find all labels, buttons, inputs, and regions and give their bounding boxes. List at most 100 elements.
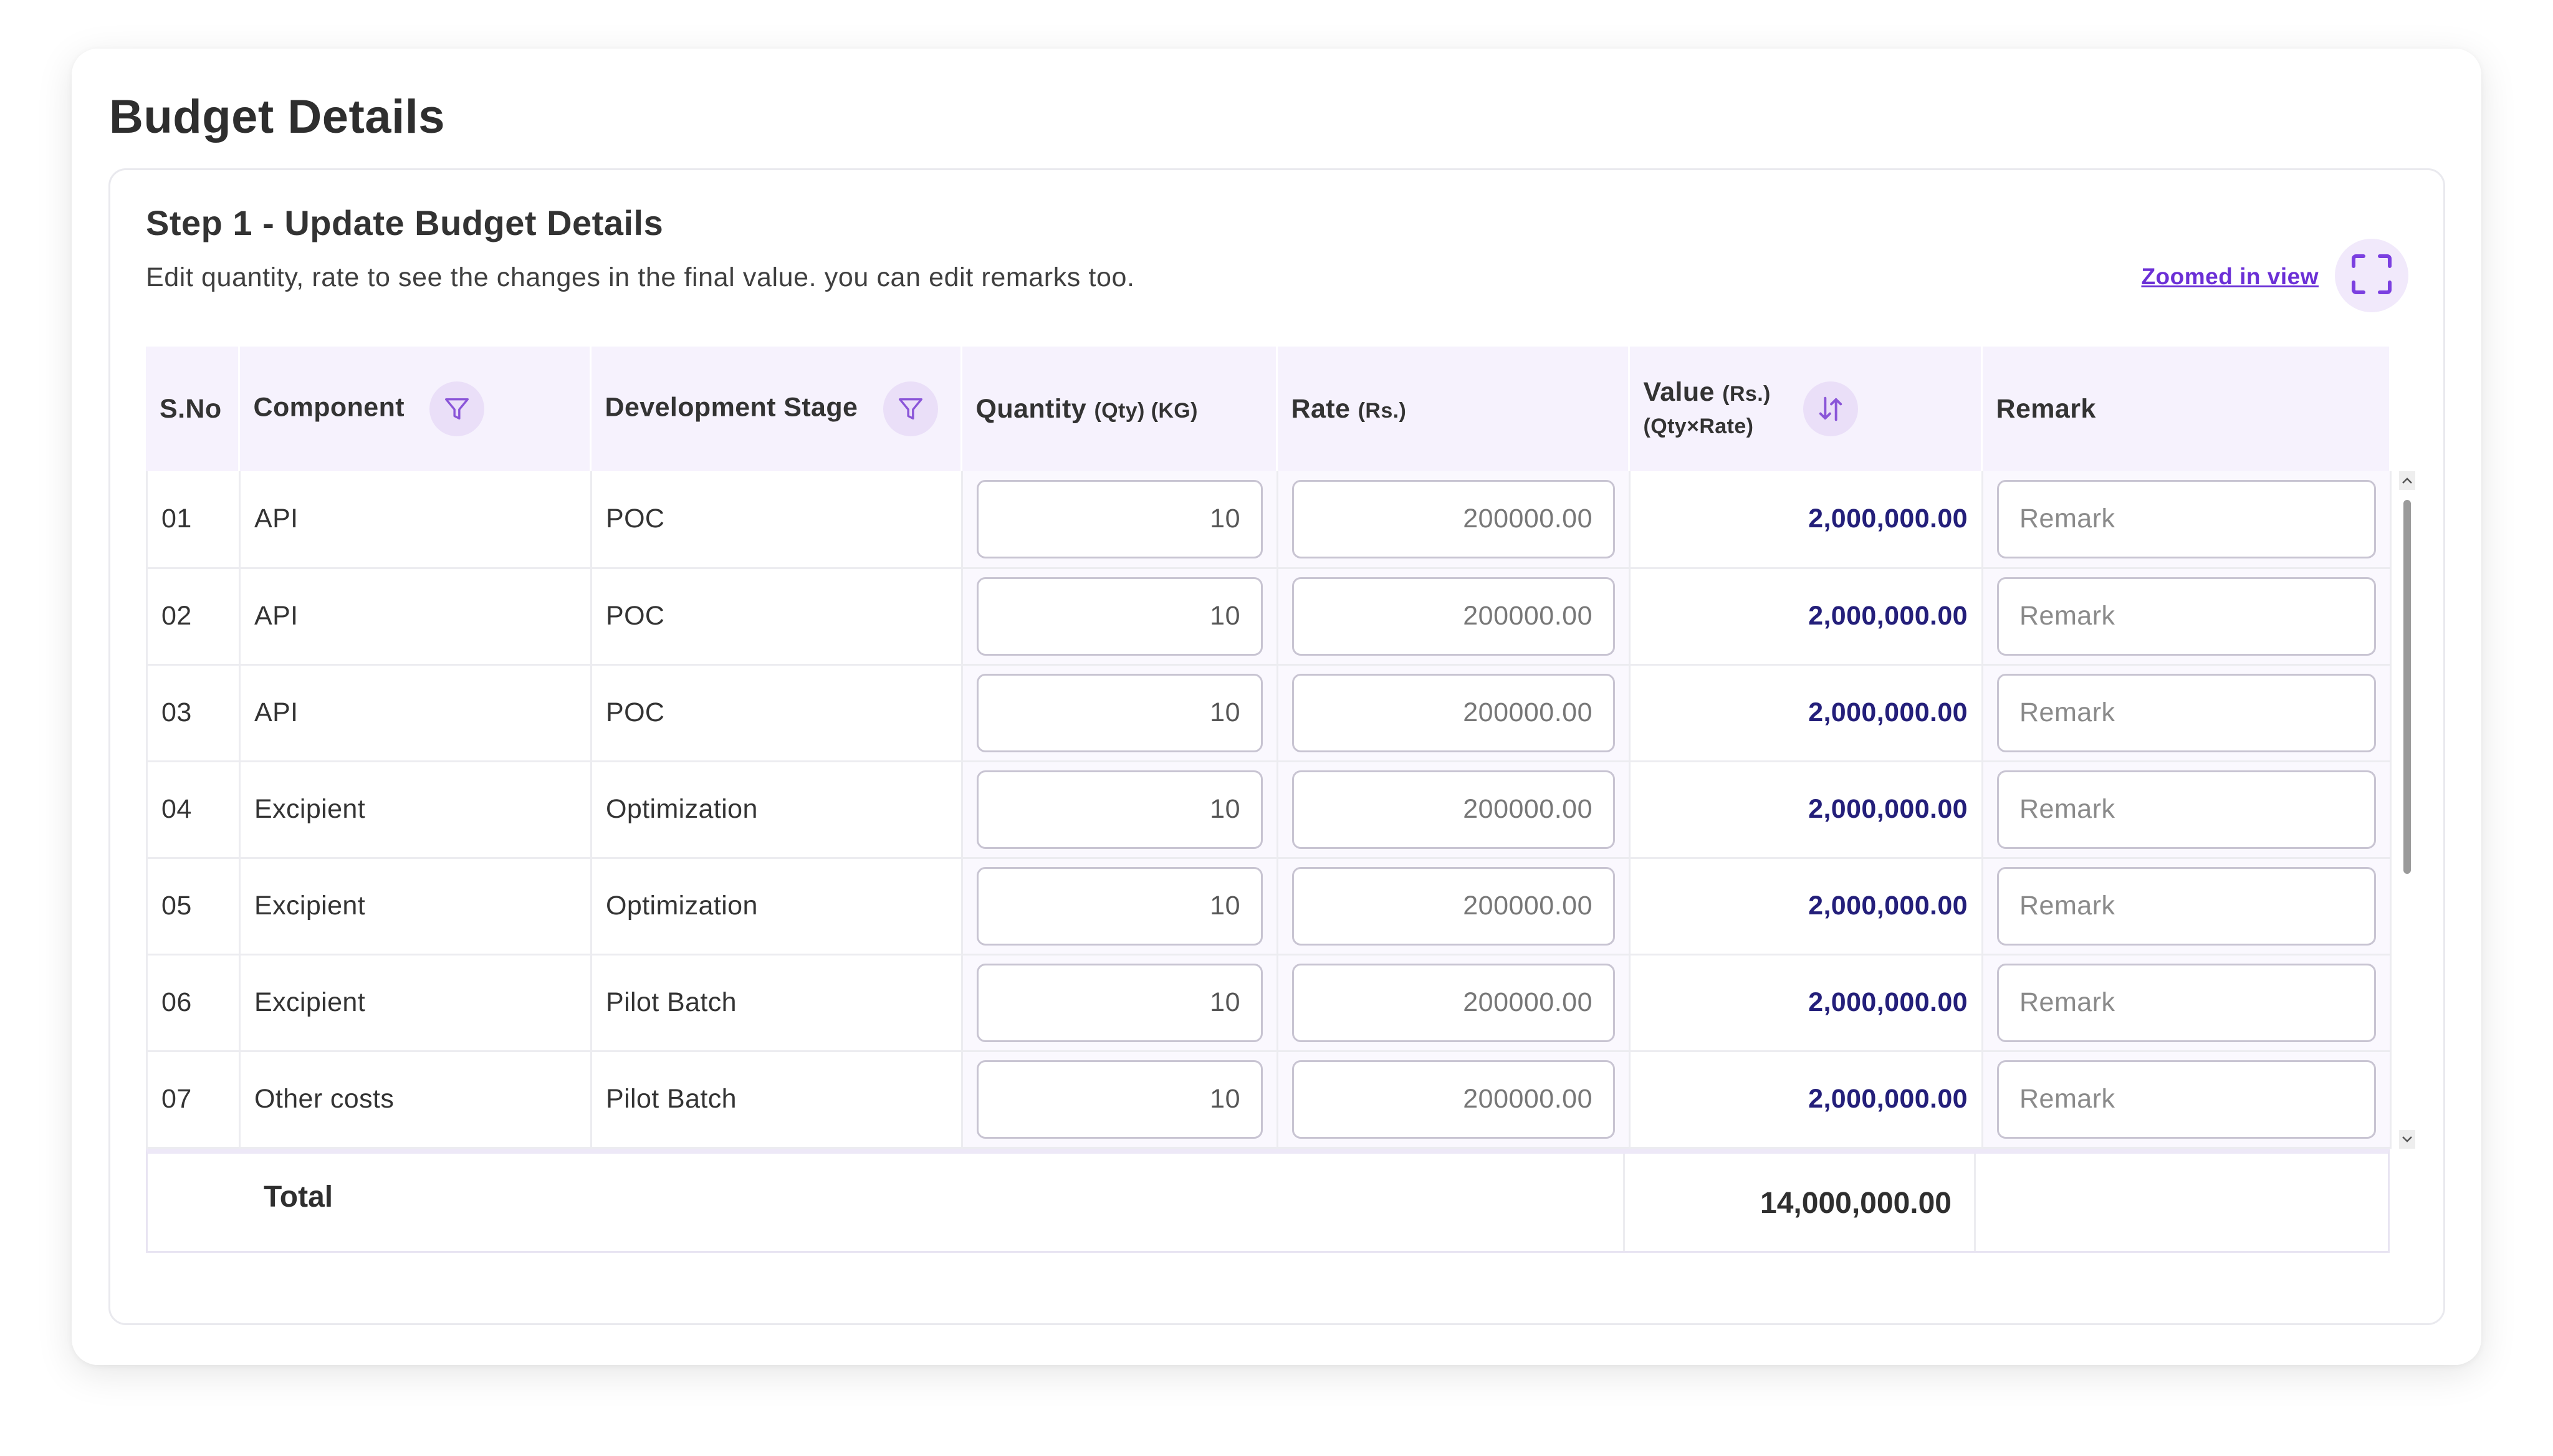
chevron-up-icon (2402, 477, 2412, 484)
quantity-input[interactable] (977, 577, 1263, 656)
value-cell: 2,000,000.00 (1629, 761, 1983, 859)
remark-input[interactable] (1997, 1060, 2376, 1139)
component-cell: Other costs (239, 1051, 592, 1149)
remark-cell (1982, 858, 2392, 956)
remark-cell (1982, 1051, 2392, 1149)
step-description: Edit quantity, rate to see the changes i… (146, 262, 1135, 292)
budget-table: S.No Component Development Stage (146, 347, 2419, 1253)
remark-input[interactable] (1997, 963, 2376, 1042)
remark-cell (1982, 568, 2392, 666)
filter-icon (445, 398, 469, 420)
remark-cell (1982, 954, 2392, 1052)
rate-input[interactable] (1292, 770, 1615, 849)
header-rate: Rate (Rs.) (1276, 347, 1630, 471)
component-cell: Excipient (239, 954, 592, 1052)
rate-cell (1277, 568, 1631, 666)
scrollbar-thumb[interactable] (2403, 500, 2411, 874)
table-row: 07 Other costs Pilot Batch 2,000,000.00 (146, 1051, 2392, 1149)
step-title: Step 1 - Update Budget Details (146, 203, 664, 242)
remark-input[interactable] (1997, 577, 2376, 656)
remark-input[interactable] (1997, 866, 2376, 946)
value-cell: 2,000,000.00 (1629, 954, 1983, 1052)
value-cell: 2,000,000.00 (1629, 568, 1983, 666)
sno-cell: 01 (146, 471, 241, 569)
chevron-down-icon (2402, 1136, 2412, 1142)
quantity-input[interactable] (977, 673, 1263, 752)
rate-input[interactable] (1292, 673, 1615, 752)
table-row: 06 Excipient Pilot Batch 2,000,000.00 (146, 954, 2392, 1052)
sno-cell: 05 (146, 858, 241, 956)
remark-cell (1982, 761, 2392, 859)
stage-cell: Optimization (591, 761, 963, 859)
scroll-down-button[interactable] (2399, 1130, 2415, 1149)
total-value: 14,000,000.00 (1760, 1187, 1952, 1220)
stage-filter-button[interactable] (883, 381, 938, 436)
table-scrollbar[interactable] (2395, 471, 2419, 1149)
rate-unit: (Rs.) (1358, 398, 1407, 423)
stage-cell: Pilot Batch (591, 1051, 963, 1149)
rate-input[interactable] (1292, 866, 1615, 946)
rate-input[interactable] (1292, 479, 1615, 558)
quantity-cell (962, 471, 1278, 569)
page-title: Budget Details (109, 90, 446, 143)
total-value-cell: 14,000,000.00 (1623, 1154, 1976, 1251)
sno-cell: 04 (146, 761, 241, 859)
stage-cell: Optimization (591, 858, 963, 956)
value-cell: 2,000,000.00 (1629, 471, 1983, 569)
header-development-stage: Development Stage (590, 347, 962, 471)
component-filter-button[interactable] (429, 381, 485, 436)
rate-input[interactable] (1292, 577, 1615, 656)
rate-input[interactable] (1292, 1060, 1615, 1139)
stage-cell: Pilot Batch (591, 954, 963, 1052)
quantity-cell (962, 1051, 1278, 1149)
sno-cell: 03 (146, 664, 241, 762)
rate-cell (1277, 664, 1631, 762)
quantity-input[interactable] (977, 866, 1263, 946)
rate-input[interactable] (1292, 963, 1615, 1042)
value-sort-button[interactable] (1803, 381, 1859, 436)
budget-details-page: Budget Details Step 1 - Update Budget De… (72, 49, 2481, 1365)
sno-cell: 06 (146, 954, 241, 1052)
table-row: 04 Excipient Optimization 2,000,000.00 (146, 761, 2392, 859)
component-cell: Excipient (239, 761, 592, 859)
quantity-unit: (Qty) (KG) (1094, 398, 1198, 423)
rate-cell (1277, 954, 1631, 1052)
rate-cell (1277, 858, 1631, 956)
zoomed-in-view-link[interactable]: Zoomed in view (2141, 264, 2319, 289)
stage-cell: POC (591, 471, 963, 569)
table-row: 01 API POC 2,000,000.00 (146, 471, 2392, 569)
zoom-button[interactable] (2335, 239, 2408, 312)
header-quantity: Quantity (Qty) (KG) (961, 347, 1278, 471)
table-row: 02 API POC 2,000,000.00 (146, 568, 2392, 666)
value-cell: 2,000,000.00 (1629, 664, 1983, 762)
quantity-input[interactable] (977, 479, 1263, 558)
header-value: Value (Rs.) (Qty×Rate) (1629, 347, 1983, 471)
quantity-cell (962, 568, 1278, 666)
quantity-input[interactable] (977, 770, 1263, 849)
remark-cell (1982, 664, 2392, 762)
header-component: Component (239, 347, 592, 471)
value-cell: 2,000,000.00 (1629, 1051, 1983, 1149)
quantity-input[interactable] (977, 963, 1263, 1042)
component-cell: API (239, 664, 592, 762)
stage-cell: POC (591, 664, 963, 762)
total-label: Total (264, 1181, 333, 1214)
quantity-input[interactable] (977, 1060, 1263, 1139)
remark-input[interactable] (1997, 479, 2376, 558)
remark-input[interactable] (1997, 673, 2376, 752)
table-row: 03 API POC 2,000,000.00 (146, 664, 2392, 762)
budget-step-card: Step 1 - Update Budget Details Edit quan… (108, 168, 2445, 1325)
value-cell: 2,000,000.00 (1629, 858, 1983, 956)
scroll-up-button[interactable] (2399, 471, 2415, 490)
remark-input[interactable] (1997, 770, 2376, 849)
table-header: S.No Component Development Stage (146, 347, 2391, 471)
sno-cell: 02 (146, 568, 241, 666)
filter-icon (898, 398, 922, 420)
expand-icon (2351, 254, 2392, 298)
stage-cell: POC (591, 568, 963, 666)
sort-icon (1819, 396, 1842, 421)
remark-cell (1982, 471, 2392, 569)
quantity-cell (962, 761, 1278, 859)
rate-cell (1277, 1051, 1631, 1149)
header-sno: S.No (146, 347, 240, 471)
